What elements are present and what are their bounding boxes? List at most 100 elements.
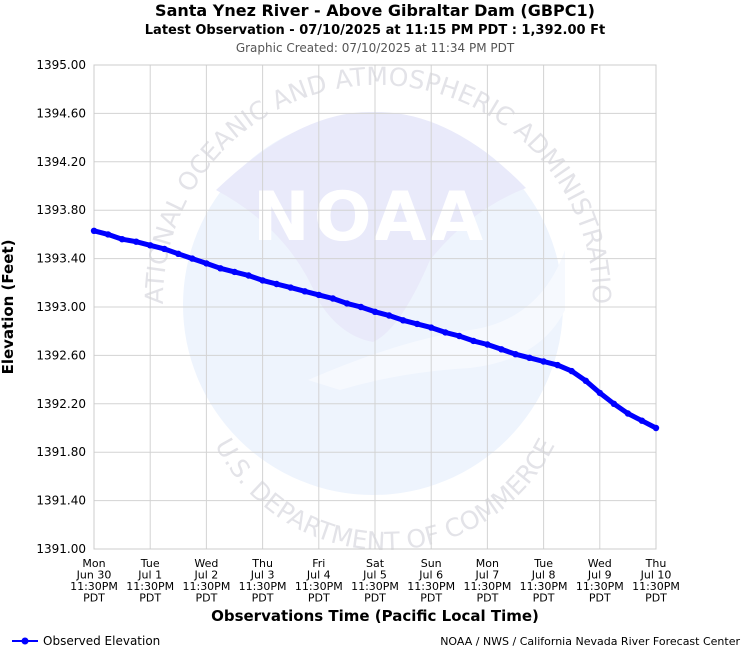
x-tick-label-line: Thu [645,557,667,570]
noaa-watermark: NOAA NATIONAL OCEANIC AND ATMOSPHERIC AD… [0,0,616,556]
data-point [189,255,196,262]
data-point [413,320,421,328]
x-tick-label-line: 11:30PM [295,580,343,593]
y-tick-label: 1391.80 [36,445,86,459]
x-tick-label-line: Thu [251,557,273,570]
x-tick-label-line: 11:30PM [520,580,568,593]
y-tick-label: 1391.00 [36,542,86,556]
x-tick-label-line: Jul 3 [250,569,275,582]
chart-subtitle: Latest Observation - 07/10/2025 at 11:15… [145,23,605,38]
data-point [371,308,379,315]
x-tick-label-line: Jul 6 [418,569,443,582]
data-point [624,410,632,417]
x-tick-label-line: Jun 30 [76,569,112,582]
data-point [357,303,365,311]
x-tick-label: Thu Jul 10 11:30PM PDT [632,557,680,605]
x-tick-label-line: Sat [366,557,385,570]
x-tick-label: Fri Jul 4 11:30PM PDT [295,557,343,605]
data-point [161,245,168,253]
x-tick-label: Thu Jul 3 11:30PM PDT [239,557,287,605]
x-tick-label-line: Jul 5 [362,569,387,582]
data-point [554,361,561,369]
x-tick-label-line: Jul 7 [475,569,500,582]
data-point [104,231,112,238]
graphic-created-note: Graphic Created: 07/10/2025 at 11:34 PM … [236,41,515,55]
x-tick-label-line: Fri [312,557,325,570]
y-tick-label: 1393.00 [36,300,86,314]
data-point [540,358,547,365]
data-point [231,268,238,276]
data-point [638,417,646,424]
legend-point-marker [21,637,29,645]
data-point [217,265,224,272]
x-tick-label: Sun Jul 6 11:30PM PDT [407,557,455,605]
data-point [428,324,435,331]
x-tick-label-line: 11:30PM [239,580,287,593]
data-point [147,242,154,249]
x-tick-label-line: PDT [83,592,105,605]
x-tick-label: Sat Jul 5 11:30PM PDT [351,557,399,605]
data-point [203,260,210,267]
x-tick-label-line: PDT [476,592,498,605]
data-point [526,354,533,361]
x-tick-label-line: 11:30PM [632,580,680,593]
x-tick-label-line: Wed [588,557,612,570]
x-tick-label-line: Sun [421,557,442,570]
data-point [442,329,449,336]
credit-text: NOAA / NWS / California Nevada River For… [440,635,740,648]
x-tick-label-line: PDT [252,592,274,605]
data-point [456,332,463,340]
x-tick-label-line: Tue [140,557,160,570]
y-tick-label: 1392.20 [36,397,86,411]
x-tick-label-line: Wed [194,557,218,570]
data-point [512,351,519,358]
x-tick-label-line: Jul 8 [531,569,556,582]
data-point [245,272,252,279]
series-layer [90,227,660,432]
data-point [498,346,505,353]
data-point [652,424,660,432]
x-tick-label-line: PDT [139,592,161,605]
y-tick-label: 1394.60 [36,106,86,120]
x-tick-label: Wed Jul 9 11:30PM PDT [576,557,624,605]
y-tick-label: 1391.40 [36,494,86,508]
y-tick-label: 1393.40 [36,252,86,266]
data-point [610,400,618,407]
noaa-bird-shape [216,111,526,342]
x-tick-label-line: PDT [420,592,442,605]
legend-label-observed: Observed Elevation [43,634,160,648]
data-point [343,300,351,307]
x-tick-label: Tue Jul 8 11:30PM PDT [520,557,568,605]
x-tick-label-line: Mon [82,557,105,570]
data-point [301,288,308,295]
x-axis-title: Observations Time (Pacific Local Time) [211,607,539,625]
data-point [329,295,337,302]
x-tick-label: Wed Jul 2 11:30PM PDT [182,557,230,605]
x-tick-label-line: Jul 10 [640,569,672,582]
chart-title: Santa Ynez River - Above Gibraltar Dam (… [155,1,595,20]
y-axis-title: Elevation (Feet) [0,240,17,375]
x-tick-label-line: Jul 9 [587,569,612,582]
data-point [90,227,98,234]
noaa-logo-text: NOAA [253,178,487,257]
x-tick-label-line: Mon [476,557,499,570]
x-tick-label-line: 11:30PM [126,580,174,593]
data-point [175,250,182,257]
y-axis: 1395.00 1394.60 1394.20 1393.80 1393.40 1393.… [36,58,86,556]
y-tick-label: 1392.60 [36,348,86,362]
data-point [118,236,126,243]
x-tick-label-line: PDT [589,592,611,605]
data-point [470,337,477,345]
data-point [287,284,294,291]
grid [93,64,657,550]
data-point [484,341,491,348]
data-point [259,277,266,284]
x-tick-label-line: PDT [645,592,667,605]
x-tick-label-line: 11:30PM [351,580,399,593]
x-tick-label-line: Jul 4 [306,569,331,582]
x-tick-label-line: Jul 1 [137,569,162,582]
x-tick-label-line: 11:30PM [70,580,118,593]
x-tick-label-line: PDT [533,592,555,605]
